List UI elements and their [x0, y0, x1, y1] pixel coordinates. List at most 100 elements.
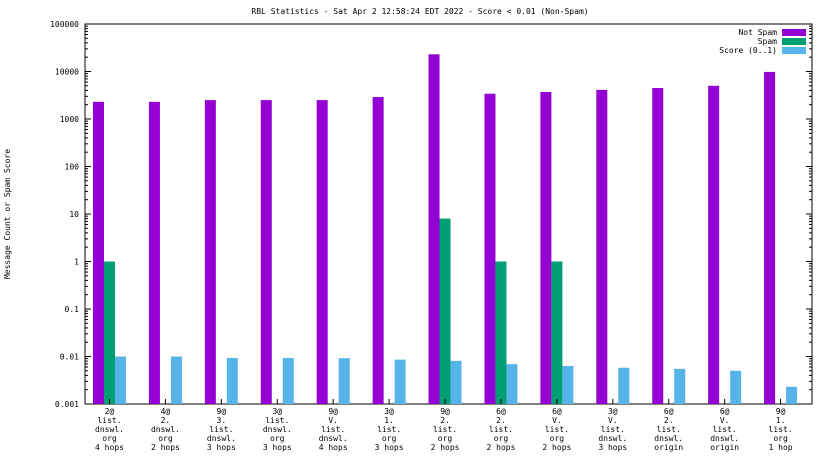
x-tick-label-line: 2@	[105, 407, 115, 416]
x-tick-label-line: org	[270, 434, 285, 443]
x-tick-label: 9@ 3. list. dnswl. 3 hops	[207, 407, 236, 452]
bar-score-0-1	[282, 357, 294, 404]
y-tick-label: 10000	[55, 68, 79, 77]
bar-not-spam	[596, 89, 608, 405]
x-tick-label-line: dnswl.	[263, 425, 292, 434]
x-tick-label: 6@ 2. list. dnswl. origin	[654, 407, 683, 452]
x-tick-label-line: 3 hops	[207, 443, 236, 452]
bar-spam	[495, 261, 507, 404]
bar-not-spam	[204, 100, 216, 405]
bar-score-0-1	[338, 358, 350, 404]
x-tick-label-line: org	[550, 434, 565, 443]
bar-spam	[551, 261, 563, 404]
x-tick-label-line: 4 hops	[319, 443, 348, 452]
legend-swatch	[782, 38, 806, 45]
x-tick-label-line: 6@	[664, 407, 674, 416]
chart-title: RBL Statistics - Sat Apr 2 12:58:24 EDT …	[251, 7, 588, 16]
x-tick-label-line: V.	[552, 416, 562, 425]
x-tick-label-line: dnswl.	[319, 434, 348, 443]
x-tick-label-line: org	[382, 434, 397, 443]
x-tick-label-line: V.	[328, 416, 338, 425]
x-tick-label-line: list.	[209, 425, 233, 434]
x-tick-label-line: list.	[433, 425, 457, 434]
x-tick-label-line: dnswl.	[207, 434, 236, 443]
x-tick-label-line: 9@	[440, 407, 450, 416]
y-axis-label: Message Count or Spam Score	[3, 149, 12, 279]
legend-swatch	[782, 29, 806, 36]
x-tick-label-line: list.	[769, 425, 793, 434]
bars	[93, 54, 798, 405]
x-tick-label-line: V.	[720, 416, 730, 425]
bar-score-0-1	[786, 386, 798, 404]
bar-not-spam	[484, 93, 496, 404]
x-tick-label-line: org	[494, 434, 509, 443]
bar-score-0-1	[618, 367, 630, 404]
x-tick-label: 3@ V. list. dnswl. 3 hops	[598, 407, 627, 452]
x-tick-label-line: 2.	[664, 416, 674, 425]
x-tick-label-line: list.	[377, 425, 401, 434]
x-tick-label-line: dnswl.	[710, 434, 739, 443]
bar-score-0-1	[730, 370, 742, 404]
x-tick-label-line: 6@	[552, 407, 562, 416]
bar-not-spam	[148, 101, 160, 404]
x-tick-label-line: 4@	[161, 407, 171, 416]
x-tick-label-line: list.	[713, 425, 737, 434]
x-tick-label-line: 3@	[608, 407, 618, 416]
x-tick-label-line: 4 hops	[95, 443, 124, 452]
y-tick-label: 0.001	[55, 400, 79, 409]
legend-label: Spam	[758, 37, 777, 46]
bar-not-spam	[764, 71, 776, 405]
x-tick-label-line: 1 hop	[769, 443, 793, 452]
x-tick-label: 9@ 2. list. org 2 hops	[431, 407, 460, 452]
y-tick-label: 0.1	[65, 305, 80, 314]
bar-spam	[439, 218, 451, 404]
x-tick-label-line: dnswl.	[151, 425, 180, 434]
y-tick-label: 10	[69, 210, 79, 219]
legend-label: Score (0..1)	[719, 46, 777, 55]
x-tick-label: 9@ 1. list. org 1 hop	[769, 407, 793, 452]
x-tick-label-line: 2 hops	[151, 443, 180, 452]
bar-not-spam	[652, 87, 664, 404]
bar-not-spam	[708, 85, 720, 405]
x-tick-label-line: 2.	[496, 416, 506, 425]
bar-score-0-1	[450, 360, 462, 404]
bar-score-0-1	[170, 356, 182, 404]
x-tick-label-line: dnswl.	[654, 434, 683, 443]
bar-not-spam	[260, 100, 272, 405]
bar-score-0-1	[115, 356, 126, 404]
bar-not-spam	[428, 54, 440, 404]
bar-score-0-1	[226, 357, 238, 404]
x-tick-label-line: 2 hops	[431, 443, 460, 452]
x-tick-label: 2@ list. dnswl. org 4 hops	[95, 407, 124, 452]
x-tick-label-line: 1.	[384, 416, 394, 425]
x-tick-label-line: 2.	[440, 416, 450, 425]
x-tick-label: 3@ 1. list. org 3 hops	[375, 407, 404, 452]
x-tick-label-line: 6@	[496, 407, 506, 416]
x-tick-label-line: org	[102, 434, 117, 443]
bar-score-0-1	[674, 368, 686, 404]
y-tick-label: 0.01	[60, 353, 79, 362]
x-tick-label-line: list.	[545, 425, 569, 434]
bar-score-0-1	[506, 364, 518, 404]
bar-score-0-1	[394, 359, 406, 404]
bar-not-spam	[93, 101, 104, 404]
x-tick-label-line: list.	[97, 416, 121, 425]
x-tick-label-line: org	[158, 434, 173, 443]
x-tick-label-line: dnswl.	[95, 425, 124, 434]
x-tick-label-line: 2.	[161, 416, 171, 425]
x-tick-label-line: list.	[601, 425, 625, 434]
x-tick-label-line: list.	[265, 416, 289, 425]
x-tick-label-line: 1.	[776, 416, 786, 425]
x-tick-label-line: 3@	[272, 407, 282, 416]
x-tick-label-line: org	[773, 434, 788, 443]
x-tick-label-line: org	[438, 434, 453, 443]
y-tick-label: 1000	[60, 115, 79, 124]
x-tick-label-line: list.	[657, 425, 681, 434]
y-tick-label: 1	[74, 258, 79, 267]
y-tick-label: 100000	[50, 20, 79, 29]
x-tick-label: 6@ V. list. org 2 hops	[542, 407, 571, 452]
x-tick-label: 6@ V. list. dnswl. origin	[710, 407, 739, 452]
x-tick-label-line: list.	[489, 425, 513, 434]
